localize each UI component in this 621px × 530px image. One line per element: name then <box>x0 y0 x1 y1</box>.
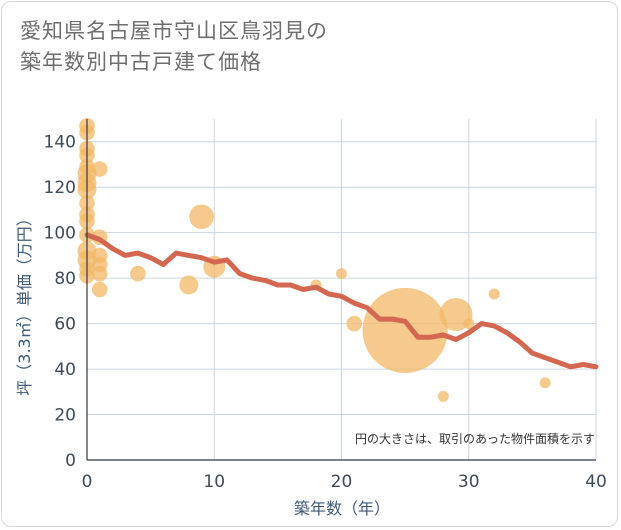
bubble-point <box>130 265 146 282</box>
chart-title: 愛知県名古屋市守山区鳥羽見の 築年数別中古戸建て価格 <box>20 16 328 78</box>
y-tick-label: 140 <box>44 133 76 153</box>
average-line-layer <box>84 232 599 370</box>
bubble-point <box>336 268 347 280</box>
bubble-point <box>539 377 551 389</box>
bubble-point <box>91 161 108 177</box>
y-tick-label: 120 <box>44 178 76 198</box>
y-tick-label: 60 <box>54 315 76 335</box>
bubble-point <box>189 204 214 230</box>
x-tick-label: 10 <box>203 472 225 492</box>
bubble-point <box>463 318 475 330</box>
chart-title-line-1: 愛知県名古屋市守山区鳥羽見の <box>20 19 328 43</box>
bubble-point <box>362 287 448 374</box>
average-price-line <box>84 232 599 370</box>
bubble-point <box>437 390 449 402</box>
grid-lines <box>87 119 597 460</box>
bubble-point <box>488 288 500 300</box>
x-axis-label: 築年数（年） <box>294 499 390 518</box>
bubble-point <box>91 281 108 298</box>
bubble-point <box>91 265 108 282</box>
x-tick-label: 0 <box>82 472 93 492</box>
y-tick-label: 40 <box>54 360 76 380</box>
y-tick-label: 80 <box>54 269 76 289</box>
y-tick-labels: 0 20 40 60 80 100 120 140 <box>44 133 76 471</box>
axes <box>86 119 596 461</box>
x-tick-labels: 0 10 20 30 40 <box>82 472 607 492</box>
bubble-point <box>346 315 363 332</box>
x-tick-label: 40 <box>585 472 607 492</box>
y-tick-label: 100 <box>44 224 76 244</box>
bubble-layer <box>77 118 551 402</box>
bubble-size-note: 円の大きさは、取引のあった物件面積を示す <box>355 431 595 446</box>
chart-title-line-2: 築年数別中古戸建て価格 <box>20 50 262 74</box>
bubble-point <box>179 275 199 295</box>
x-tick-label: 30 <box>458 472 480 492</box>
y-axis-label: 坪（3.3㎡）単価（万円） <box>15 210 34 395</box>
y-tick-label: 20 <box>54 406 76 426</box>
y-tick-label: 0 <box>65 451 76 471</box>
x-tick-label: 20 <box>331 472 353 492</box>
